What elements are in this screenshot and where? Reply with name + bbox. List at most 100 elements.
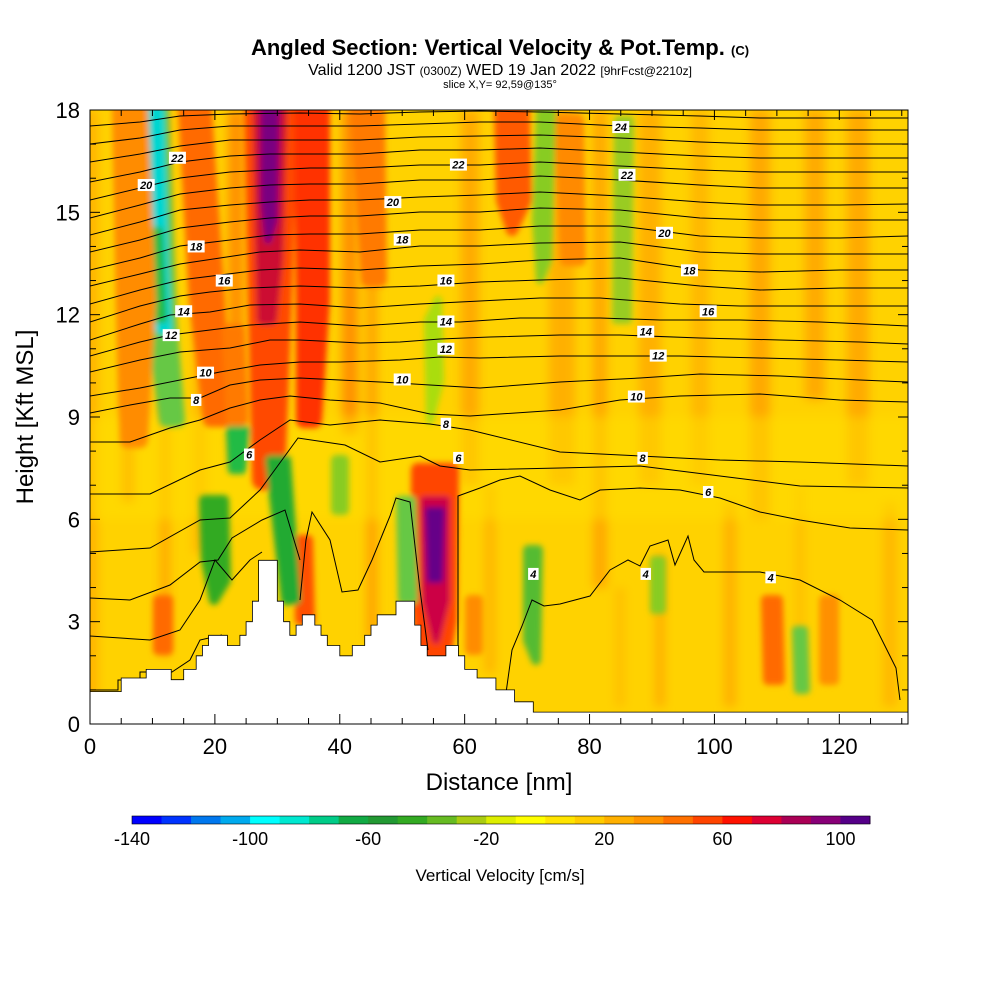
- field-feature: [226, 426, 250, 474]
- contour-label: 22: [451, 160, 464, 172]
- colorbar-swatch: [810, 816, 841, 824]
- contour-label: 16: [218, 276, 231, 288]
- slice-info: slice X,Y= 92,59@135°: [443, 79, 557, 91]
- colorbar-tick-label: -20: [473, 829, 499, 849]
- colorbar-tick-label: -140: [114, 829, 150, 849]
- valid-time: Valid 1200 JST: [308, 62, 416, 79]
- contour-label: 14: [440, 316, 452, 328]
- field-band: [847, 110, 869, 486]
- contour-label: 14: [178, 306, 190, 318]
- theta-contour: [90, 334, 908, 373]
- colorbar-border: [131, 815, 871, 825]
- contour-label-bg: [437, 315, 455, 328]
- contour-label-bg: [637, 451, 648, 464]
- x-tick-label: 100: [696, 734, 733, 759]
- colorbar-tick-label: 100: [825, 829, 855, 849]
- contour-label: 22: [170, 153, 183, 165]
- contour-label: 20: [657, 228, 671, 240]
- theta-contour: [90, 393, 908, 443]
- colorbar-tick-label: 20: [594, 829, 614, 849]
- contour-label-bg: [243, 448, 255, 461]
- contour-label-bg: [168, 151, 186, 164]
- colorbar-swatch: [515, 816, 546, 824]
- field-features: [112, 110, 839, 694]
- contour-label: 4: [529, 569, 536, 581]
- forecast-tag: [9hrFcst@2210z]: [600, 64, 692, 78]
- colorbar-swatch: [663, 816, 694, 824]
- contour-label-bg: [765, 571, 776, 584]
- colorbar-swatch: [191, 816, 222, 824]
- x-tick-label: 120: [821, 734, 858, 759]
- colorbar: -140 -100 -60 -20 20 60 100: [114, 815, 871, 849]
- valid-date: WED 19 Jan 2022: [466, 62, 596, 79]
- field-feature: [294, 110, 330, 428]
- utc-time: (0300Z): [419, 64, 462, 78]
- terrain-profile: [90, 559, 908, 724]
- contour-label: 8: [640, 453, 647, 465]
- field-feature: [178, 110, 231, 427]
- field-feature: [554, 114, 586, 266]
- field-band: [367, 110, 377, 639]
- field-feature: [349, 110, 387, 287]
- contour-label: 16: [440, 276, 453, 288]
- contour-label-bg: [393, 373, 411, 386]
- theta-contour: [90, 134, 908, 163]
- contour-label: 12: [652, 351, 664, 363]
- colorbar-label: Vertical Velocity [cm/s]: [415, 866, 584, 885]
- contour-label-bg: [162, 329, 180, 342]
- contour-label-bg: [215, 274, 233, 287]
- colorbar-swatch: [279, 816, 310, 824]
- contour-label: 4: [642, 569, 649, 581]
- colorbar-tick-label: 60: [712, 829, 732, 849]
- colorbar-swatch: [574, 816, 605, 824]
- contour-label-bg: [437, 274, 455, 287]
- contour-label: 10: [630, 392, 643, 404]
- colorbar-swatch: [604, 816, 635, 824]
- contour-label-bg: [612, 121, 630, 134]
- x-tick-label: 40: [328, 734, 352, 759]
- y-tick-label: 12: [56, 303, 80, 328]
- colorbar-swatch: [309, 816, 340, 824]
- theta-contour: [90, 207, 908, 253]
- contour-label-bg: [680, 264, 698, 277]
- colorbar-swatch: [633, 816, 664, 824]
- theta-contour: [457, 475, 908, 660]
- contour-label: 12: [440, 344, 452, 356]
- contour-label: 16: [702, 306, 715, 318]
- x-tick-label: 0: [84, 734, 96, 759]
- field-feature: [494, 110, 532, 236]
- field-feature: [151, 227, 167, 323]
- theta-contour: [90, 634, 223, 691]
- theta-contour: [90, 509, 301, 601]
- field-feature: [199, 495, 231, 605]
- theta-contour: [90, 257, 908, 305]
- contour-label: 8: [193, 395, 200, 407]
- colorbar-swatch: [397, 816, 428, 824]
- contour-label: 10: [396, 374, 409, 386]
- contour-label: 4: [767, 572, 774, 584]
- field-band: [805, 110, 825, 400]
- field-band: [342, 110, 358, 435]
- contour-label-bg: [699, 305, 717, 318]
- theta-contour: [299, 497, 429, 651]
- colorbar-swatch: [427, 816, 458, 824]
- field-band: [795, 485, 805, 690]
- title-units-tag: (C): [731, 43, 750, 58]
- y-tick-label: 3: [68, 610, 80, 635]
- colorbar-swatch: [338, 816, 369, 824]
- field-band: [691, 110, 709, 486]
- chart-title-block: Angled Section: Vertical Velocity & Pot.…: [0, 35, 1000, 92]
- contour-label-bg: [637, 325, 655, 338]
- field-feature: [331, 455, 349, 515]
- colorbar-swatch: [368, 816, 399, 824]
- contour-label: 14: [640, 327, 652, 339]
- title-text: Angled Section: Vertical Velocity & Pot.…: [250, 35, 725, 60]
- colorbar-swatch: [486, 816, 517, 824]
- field-band: [655, 553, 665, 707]
- terrain-mask: [90, 559, 908, 724]
- x-tick-label: 80: [577, 734, 601, 759]
- contour-label: 12: [165, 330, 177, 342]
- contour-label-bg: [440, 417, 452, 430]
- y-tick-label: 9: [68, 405, 80, 430]
